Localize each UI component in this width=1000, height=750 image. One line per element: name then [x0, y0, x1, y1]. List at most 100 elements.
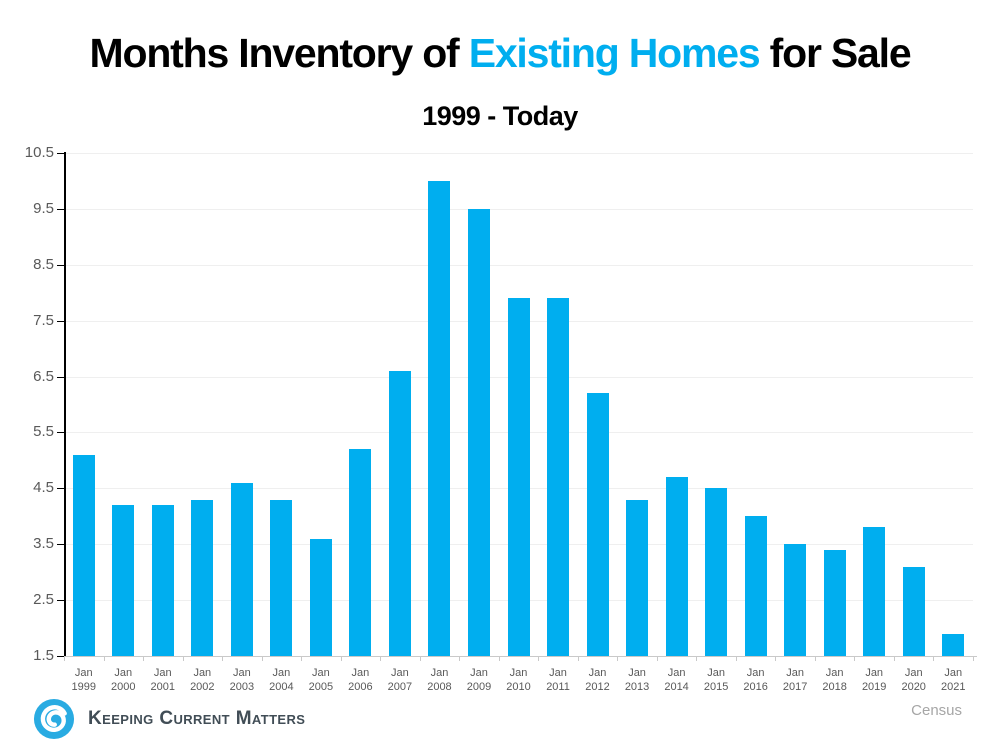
y-axis-tick — [57, 488, 64, 490]
x-tick-label-line: 2001 — [150, 681, 176, 693]
x-tick-label-jan-2011: Jan 2011 — [533, 666, 583, 694]
x-tick-label-line: Jan — [74, 667, 93, 679]
x-tick-label-jan-2014: Jan 2014 — [652, 666, 702, 694]
y-axis-tick — [57, 656, 64, 657]
x-tick-label-line: Jan — [746, 667, 765, 679]
x-tick-label-line: Jan — [470, 667, 488, 679]
x-tick-label-line: Jan — [509, 667, 528, 679]
x-tick-label-line: 2019 — [861, 681, 887, 693]
y-axis-tick — [57, 264, 64, 266]
x-tick-label-jan-2012: Jan 2012 — [573, 666, 623, 694]
y-axis-tick — [57, 544, 64, 546]
x-tick-label-line: Jan — [786, 667, 805, 679]
bar-jan-2021 — [942, 633, 965, 656]
y-axis-tick — [57, 600, 64, 602]
x-tick-label-line: 2011 — [546, 681, 570, 693]
x-axis-tick — [261, 657, 263, 661]
gridline — [65, 153, 973, 154]
x-tick-label-line: 2004 — [269, 681, 294, 693]
x-tick-label-line: 2010 — [506, 681, 531, 693]
bar-jan-2012 — [586, 393, 609, 656]
bar-jan-2010 — [507, 298, 530, 656]
x-tick-label-line: 2020 — [901, 681, 926, 693]
y-tick-label: 1.5 — [33, 647, 54, 664]
x-axis-line — [64, 656, 977, 657]
source-label: Census — [911, 702, 962, 719]
x-axis-tick — [182, 657, 184, 661]
y-axis-tick — [57, 320, 64, 322]
x-axis-tick — [775, 657, 777, 661]
x-tick-label-line: 2008 — [427, 681, 452, 693]
x-tick-label-line: Jan — [825, 667, 844, 679]
x-axis-tick — [814, 657, 816, 661]
x-axis-tick — [538, 657, 540, 661]
x-tick-label-line: Jan — [628, 667, 646, 679]
x-tick-label-line: 1999 — [71, 681, 96, 693]
bar-jan-2003 — [230, 482, 253, 656]
x-axis-tick — [103, 657, 105, 661]
x-axis-tick — [143, 657, 145, 661]
bar-jan-2020 — [902, 566, 925, 656]
kcm-swirl-icon — [33, 698, 75, 740]
x-tick-label-line: Jan — [667, 667, 686, 679]
x-tick-label-line: Jan — [351, 667, 370, 679]
gridline — [65, 208, 973, 210]
y-tick-label: 7.5 — [33, 311, 54, 329]
bar-jan-2007 — [388, 370, 411, 656]
x-tick-label-jan-2002: Jan 2002 — [177, 666, 227, 694]
x-tick-label-line: Jan — [312, 667, 330, 679]
x-axis-tick — [973, 657, 974, 661]
y-tick-label: 4.5 — [33, 479, 54, 497]
y-tick-label: 3.5 — [33, 535, 54, 553]
x-tick-label-jan-2020: Jan 2020 — [889, 666, 939, 694]
x-tick-label-line: Jan — [588, 667, 607, 679]
x-tick-label-line: 2002 — [190, 681, 215, 693]
title-suffix: for Sale — [759, 30, 912, 76]
bar-jan-2008 — [428, 180, 451, 656]
x-tick-label-line: 2005 — [308, 681, 334, 693]
bar-jan-2005 — [309, 538, 332, 656]
x-axis-tick — [340, 657, 342, 661]
x-tick-label-line: 2017 — [782, 681, 808, 693]
x-tick-label-jan-2019: Jan 2019 — [849, 666, 899, 694]
x-tick-label-line: 2007 — [387, 681, 413, 693]
x-axis-tick — [380, 657, 382, 661]
x-tick-label-line: 2015 — [703, 681, 729, 693]
bar-jan-2004 — [270, 499, 293, 656]
x-tick-label-line: Jan — [904, 667, 923, 679]
title-prefix: Months Inventory of — [89, 30, 469, 76]
x-tick-label-line: Jan — [114, 667, 133, 679]
gridline — [65, 264, 973, 266]
x-tick-label-line: 2013 — [624, 681, 650, 693]
bar-jan-2016 — [744, 516, 767, 656]
x-tick-label-jan-2016: Jan 2016 — [731, 666, 781, 694]
x-tick-label-line: Jan — [193, 667, 212, 679]
bar-jan-2001 — [151, 505, 174, 656]
bar-jan-2014 — [665, 477, 688, 656]
x-tick-label-jan-2007: Jan 2007 — [375, 666, 425, 694]
x-axis-tick — [735, 657, 737, 661]
x-tick-label-line: 2006 — [348, 681, 373, 693]
y-tick-label: 9.5 — [33, 199, 54, 217]
x-tick-label-line: Jan — [272, 667, 291, 679]
x-axis-tick — [577, 657, 579, 661]
x-tick-label-line: 2012 — [585, 681, 610, 693]
x-tick-label-line: 2014 — [664, 681, 689, 693]
x-tick-label-line: 2018 — [822, 681, 847, 693]
x-tick-label-line: Jan — [391, 667, 409, 679]
chart-subtitle: 1999 - Today — [422, 101, 578, 131]
x-axis-tick — [222, 657, 224, 661]
x-tick-label-line: 2016 — [743, 681, 768, 693]
x-tick-label-jan-2013: Jan 2013 — [612, 666, 662, 694]
x-axis-tick — [64, 657, 65, 661]
x-tick-label-jan-2000: Jan 2000 — [98, 666, 148, 694]
y-tick-label: 6.5 — [33, 367, 54, 385]
x-axis-tick — [617, 657, 619, 661]
bar-jan-2015 — [705, 488, 728, 656]
x-axis-tick — [459, 657, 461, 661]
x-tick-label-jan-2015: Jan 2015 — [691, 666, 741, 694]
x-tick-label-line: 2021 — [940, 681, 966, 693]
x-tick-label-jan-2008: Jan 2008 — [414, 666, 464, 694]
